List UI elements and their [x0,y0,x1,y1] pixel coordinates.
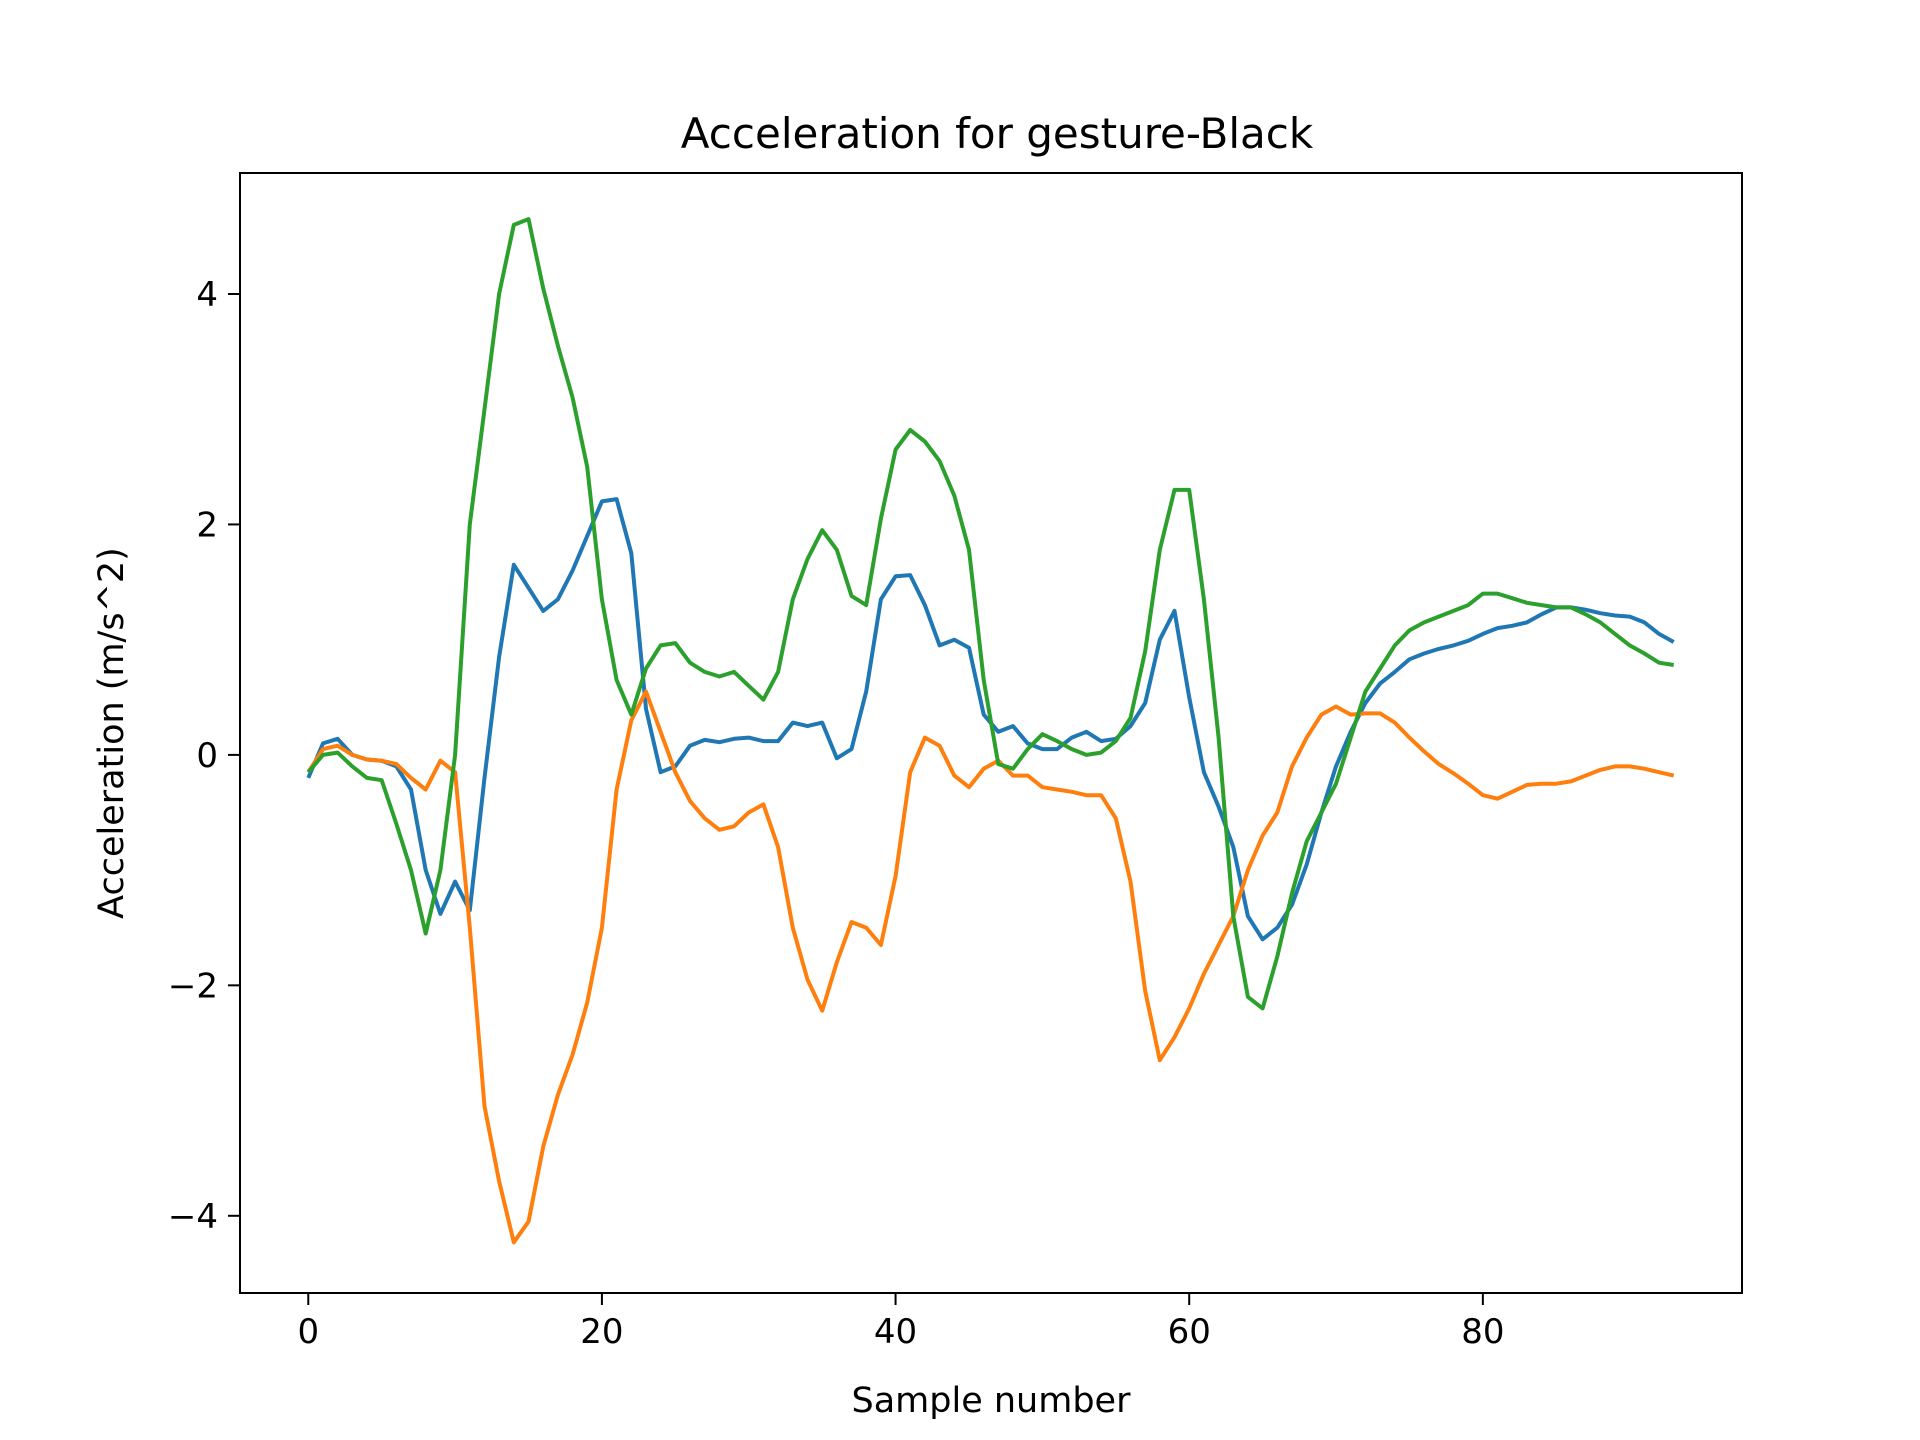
x-tick-label: 0 [297,1312,319,1352]
y-tick-label: 4 [196,275,218,315]
y-tick-label: −2 [168,966,218,1006]
series-line-2 [306,689,1675,1245]
x-tick-label: 60 [1168,1312,1211,1352]
x-tick-label: 20 [580,1312,623,1352]
y-axis: −4 −2 0 2 4 [168,275,240,1237]
x-axis: 0 20 40 60 80 [297,1293,1504,1352]
y-tick-label: 0 [196,736,218,776]
y-tick-label: 2 [196,505,218,545]
y-axis-label: Acceleration (m/s^2) [92,547,132,919]
y-tick-label: −4 [168,1197,218,1237]
x-tick-label: 40 [874,1312,917,1352]
x-axis-label: Sample number [852,1381,1132,1421]
plot-area-frame [239,172,1743,1294]
series-line-3 [306,217,1675,1011]
series-layer [306,217,1675,1245]
x-tick-label: 80 [1461,1312,1504,1352]
chart-title: Acceleration for gesture-Black [681,109,1314,158]
